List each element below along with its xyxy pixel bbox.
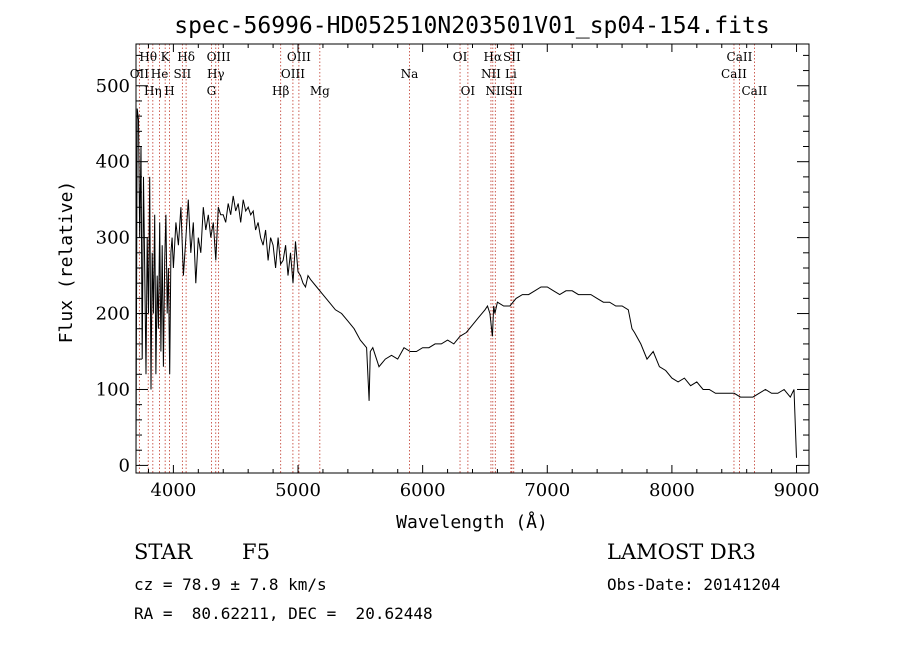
coordinates: RA = 80.62211, DEC = 20.62448: [134, 604, 433, 623]
x-tick-label: 6000: [400, 480, 446, 501]
spectral-line-label: Hγ: [207, 67, 225, 81]
spectral-line-label: Hα: [484, 50, 503, 64]
y-tick-label: 400: [96, 152, 130, 173]
spectral-line-label: Na: [401, 67, 419, 81]
x-axis-label: Wavelength (Å): [396, 511, 548, 533]
spectral-line-label: OII: [130, 67, 150, 81]
redshift-readout: cz = 78.9 ± 7.8 km/s: [134, 575, 327, 594]
spectral-line-label: NII: [485, 84, 505, 98]
spectral-line-label: OIII: [207, 50, 231, 64]
spectral-line-label: SII: [174, 67, 192, 81]
spectral-line-label: OI: [453, 50, 468, 64]
plot-frame: [135, 43, 810, 474]
y-tick-label: 300: [96, 228, 130, 249]
spectral-line-label: OI: [461, 84, 476, 98]
spectral-line-label: CaII: [721, 67, 747, 81]
spectral-line-label: Li: [505, 67, 517, 81]
spectral-line-label: Hδ: [177, 50, 195, 64]
object-class: STAR: [134, 540, 193, 564]
x-tick-label: 4000: [150, 480, 196, 501]
survey-name: LAMOST DR3: [607, 540, 756, 564]
y-tick-label: 200: [96, 304, 130, 325]
object-subclass: F5: [242, 540, 270, 564]
spectral-line-label: G: [207, 84, 217, 98]
x-tick-label: 9000: [774, 480, 820, 501]
x-tick-label: 5000: [275, 480, 321, 501]
spectral-line-label: Mg: [310, 84, 330, 98]
spectral-line-label: He: [151, 67, 169, 81]
y-axis-label: Flux (relative): [56, 181, 77, 344]
y-tick-label: 100: [96, 379, 130, 400]
spectral-line-label: OIII: [281, 67, 305, 81]
spectral-line-label: H: [164, 84, 174, 98]
y-tick-label: 500: [96, 76, 130, 97]
spectral-line-label: CaII: [727, 50, 753, 64]
x-axis-ticks: 4000 5000 6000 7000 8000 9000: [147, 44, 820, 501]
spectral-line-markers: [138, 44, 755, 473]
spectral-line-label: SII: [503, 50, 521, 64]
spectral-line-label: K: [161, 50, 171, 64]
spectrum-line: [135, 108, 797, 458]
spectral-line-label: SII: [505, 84, 523, 98]
spectral-line-label: Hη: [144, 84, 162, 98]
x-tick-label: 7000: [524, 480, 570, 501]
obs-date: Obs-Date: 20141204: [607, 575, 781, 594]
y-tick-label: 0: [119, 455, 130, 476]
y-axis-ticks: 0 100 200 300 400 500: [96, 54, 809, 476]
spectral-line-label: CaII: [741, 84, 767, 98]
spectral-line-label: NII: [481, 67, 501, 81]
spectral-line-label: Hβ: [272, 84, 289, 98]
spectral-line-label: OIII: [287, 50, 311, 64]
chart-title: spec-56996-HD052510N203501V01_sp04-154.f…: [174, 13, 769, 39]
x-tick-label: 8000: [649, 480, 695, 501]
spectral-line-label: Hθ: [139, 50, 157, 64]
